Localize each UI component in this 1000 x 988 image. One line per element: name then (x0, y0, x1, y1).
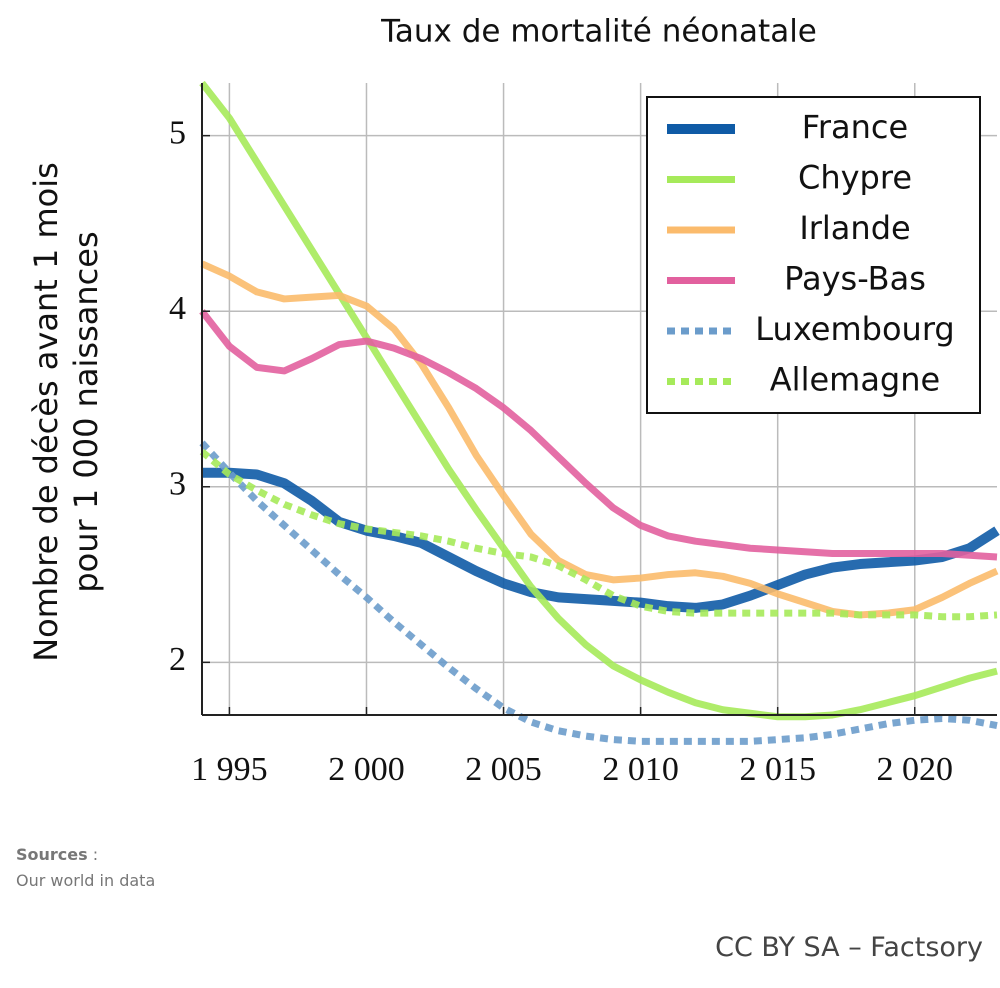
y-tick-label: 4 (169, 290, 186, 327)
x-tick-label: 2 020 (877, 751, 954, 788)
y-axis-label-line: Nombre de décès avant 1 mois (27, 162, 65, 662)
x-tick-label: 2 015 (739, 751, 816, 788)
series-line (200, 260, 999, 619)
y-axis-label: Nombre de décès avant 1 mois pour 1 000 … (27, 162, 105, 662)
y-tick-label: 3 (169, 466, 186, 503)
x-tick-label: 2 000 (328, 751, 405, 788)
series-line (199, 448, 998, 621)
x-tick-label: 2 005 (465, 751, 542, 788)
series-line (202, 467, 1000, 613)
legend: France Chypre Irlande Pays-Bas Luxembourg All… (646, 96, 981, 414)
y-axis-label-line: pour 1 000 naissances (67, 231, 105, 592)
sources-text: Our world in data (16, 871, 155, 890)
credit: CC BY SA – Factsory (715, 932, 983, 963)
series-line (199, 440, 998, 745)
legend-label: Luxembourg (755, 310, 954, 348)
legend-box (646, 96, 981, 414)
chart-title: Taux de mortalité néonatale (380, 14, 817, 50)
x-tick-label: 2 010 (602, 751, 679, 788)
x-tick-label: 1 995 (191, 751, 268, 788)
series-line (199, 80, 998, 721)
y-tick-label: 2 (169, 641, 186, 678)
legend-label: Chypre (798, 159, 912, 197)
series-line (199, 309, 998, 561)
legend-label: Allemagne (770, 361, 940, 399)
axes: 1 995 2 000 2 005 2 010 2 015 2 020 2 3 4 5 (169, 83, 997, 788)
lines (199, 80, 1000, 745)
y-tick-label: 5 (169, 114, 186, 151)
legend-label: Pays-Bas (784, 260, 926, 298)
legend-label: Irlande (799, 209, 910, 247)
legend-label: France (802, 108, 908, 146)
sources: Sources : (16, 845, 98, 864)
sources-separator: : (93, 845, 98, 864)
sources-label: Sources (16, 845, 88, 864)
